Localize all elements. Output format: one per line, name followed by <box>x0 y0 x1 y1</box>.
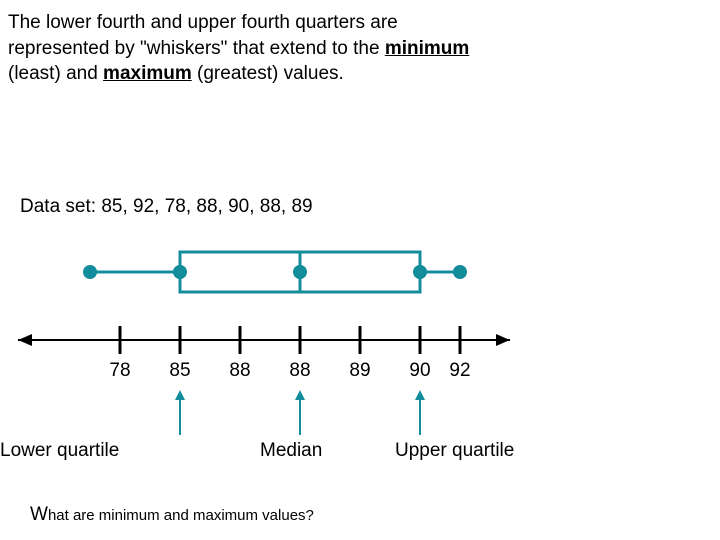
upper-quartile-label: Upper quartile <box>395 440 514 462</box>
tick-label: 90 <box>400 360 440 382</box>
tick-label: 89 <box>340 360 380 382</box>
median-label: Median <box>260 440 322 462</box>
intro-text: The lower fourth and upper fourth quarte… <box>8 10 708 87</box>
tick-label: 78 <box>100 360 140 382</box>
tick-label: 92 <box>440 360 480 382</box>
dataset-line: Data set: 85, 92, 78, 88, 90, 88, 89 <box>20 196 313 218</box>
tick-label: 88 <box>220 360 260 382</box>
lower-quartile-label: Lower quartile <box>0 440 119 462</box>
tick-label: 85 <box>160 360 200 382</box>
tick-label: 88 <box>280 360 320 382</box>
question-text: What are minimum and maximum values? <box>30 504 314 526</box>
